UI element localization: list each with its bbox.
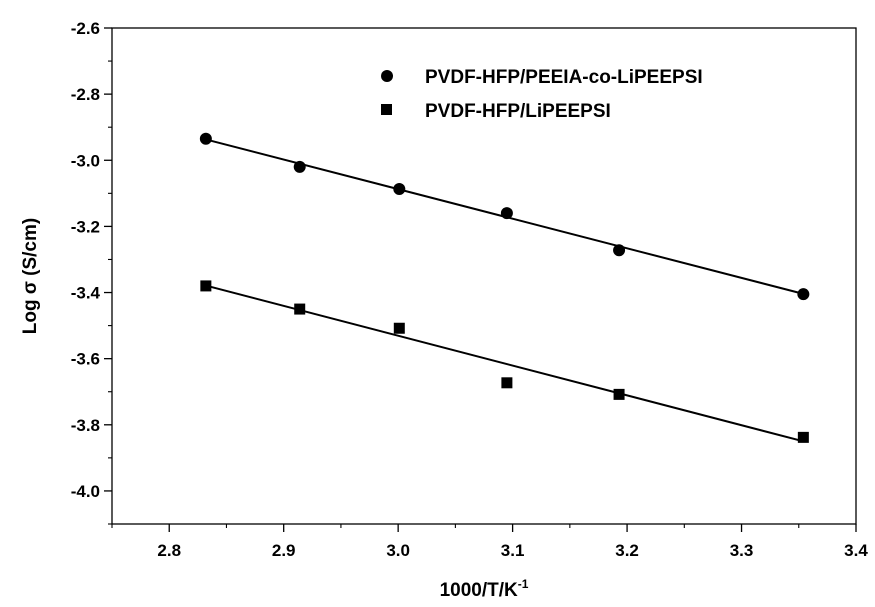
y-axis-ticks: -2.6 -2.8 -3.0 -3.2 -3.4 -3.6 -3.8 -4.0 bbox=[71, 19, 112, 525]
data-point-series-1 bbox=[613, 244, 626, 257]
x-axis-ticks: 2.8 2.9 3.0 3.1 3.2 3.3 3.4 bbox=[111, 524, 868, 560]
x-tick-label: 2.8 bbox=[157, 541, 181, 560]
y-tick-label: -3.2 bbox=[71, 217, 100, 236]
fit-line-series-2 bbox=[205, 284, 804, 443]
x-tick-label: 3.2 bbox=[615, 541, 639, 560]
y-tick-label: -2.8 bbox=[71, 85, 100, 104]
x-axis-title-superscript: -1 bbox=[518, 577, 529, 591]
data-point-series-2 bbox=[613, 388, 625, 400]
x-tick-label: 3.3 bbox=[730, 541, 754, 560]
x-tick-label: 3.4 bbox=[844, 541, 868, 560]
data-point-series-1 bbox=[293, 160, 306, 173]
y-tick-label: -3.8 bbox=[71, 416, 100, 435]
y-tick-label: -3.4 bbox=[71, 284, 101, 303]
legend-label-series-2: PVDF-HFP/LiPEEPSI bbox=[425, 101, 611, 122]
data-point-series-2 bbox=[501, 377, 513, 389]
y-tick-label: -4.0 bbox=[71, 482, 100, 501]
legend-marker-square bbox=[381, 104, 392, 115]
data-point-series-1 bbox=[500, 207, 513, 220]
y-tick-label: -3.0 bbox=[71, 151, 100, 170]
data-points bbox=[199, 132, 810, 443]
fit-lines bbox=[205, 138, 804, 443]
x-tick-label: 3.0 bbox=[386, 541, 410, 560]
plot-frame bbox=[111, 27, 857, 525]
legend-marker-circle bbox=[381, 70, 393, 82]
data-point-series-2 bbox=[294, 303, 306, 315]
x-tick-label: 3.1 bbox=[501, 541, 525, 560]
legend: PVDF-HFP/PEEIA-co-LiPEEPSI PVDF-HFP/LiPE… bbox=[381, 67, 703, 122]
x-axis-title: 1000/T/K-1 bbox=[440, 577, 529, 601]
y-tick-label: -2.6 bbox=[71, 19, 100, 38]
data-point-series-2 bbox=[393, 322, 405, 334]
data-point-series-2 bbox=[200, 280, 212, 292]
y-axis-title: Log σ (S/cm) bbox=[20, 218, 41, 334]
data-point-series-1 bbox=[199, 132, 212, 145]
y-tick-label: -3.6 bbox=[71, 350, 100, 369]
legend-label-series-1: PVDF-HFP/PEEIA-co-LiPEEPSI bbox=[425, 67, 703, 88]
data-point-series-1 bbox=[393, 183, 406, 196]
data-point-series-1 bbox=[797, 288, 810, 301]
data-point-series-2 bbox=[797, 431, 809, 443]
x-tick-label: 2.9 bbox=[272, 541, 296, 560]
